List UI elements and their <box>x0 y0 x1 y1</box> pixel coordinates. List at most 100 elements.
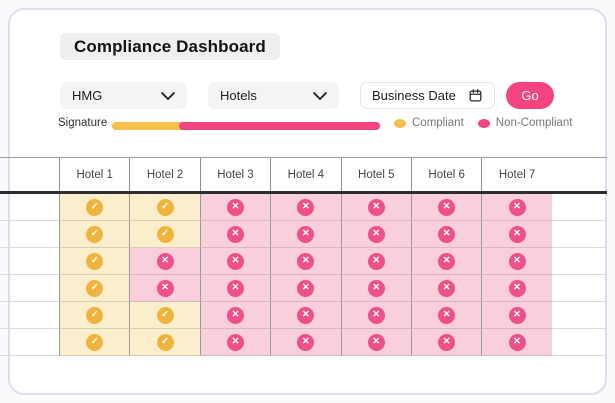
page-title: Compliance Dashboard <box>60 33 280 60</box>
table-row: ✓ ✕ ✕ ✕ ✕ ✕ ✕ <box>0 248 607 275</box>
x-icon: ✕ <box>508 306 526 324</box>
x-icon: ✕ <box>508 252 526 270</box>
x-icon: ✕ <box>438 306 456 324</box>
status-cell: ✕ <box>199 248 271 275</box>
empty-cell <box>0 158 59 191</box>
check-icon: ✓ <box>156 306 174 324</box>
table-row: ✓ ✕ ✕ ✕ ✕ ✕ ✕ <box>0 275 607 302</box>
status-cell: ✓ <box>129 194 200 221</box>
empty-cell <box>0 248 59 275</box>
compliance-table: Hotel 1 Hotel 2 Hotel 3 Hotel 4 Hotel 5 Hotel… <box>0 157 607 356</box>
status-cell: ✕ <box>340 248 411 275</box>
x-icon: ✕ <box>297 225 315 243</box>
status-cell: ✕ <box>410 302 482 329</box>
status-cell: ✕ <box>270 275 341 302</box>
status-cell: ✕ <box>481 221 552 248</box>
column-header: Hotel 3 <box>199 158 270 191</box>
status-cell: ✕ <box>340 221 411 248</box>
empty-cell <box>551 329 607 356</box>
table-row: ✓ ✓ ✕ ✕ ✕ ✕ ✕ <box>0 194 607 221</box>
empty-cell <box>0 302 59 329</box>
x-icon: ✕ <box>226 279 244 297</box>
x-icon: ✕ <box>508 225 526 243</box>
check-icon: ✓ <box>86 198 104 216</box>
check-icon: ✓ <box>86 225 104 243</box>
status-cell: ✕ <box>481 302 552 329</box>
status-cell: ✕ <box>270 248 341 275</box>
check-icon: ✓ <box>156 333 174 351</box>
status-cell: ✓ <box>129 302 200 329</box>
table-header-row: Hotel 1 Hotel 2 Hotel 3 Hotel 4 Hotel 5 Hotel… <box>0 157 607 191</box>
empty-cell <box>551 248 607 275</box>
empty-cell <box>0 329 59 356</box>
check-icon: ✓ <box>156 225 174 243</box>
go-button[interactable]: Go <box>506 82 554 109</box>
table-row: ✓ ✓ ✕ ✕ ✕ ✕ ✕ <box>0 302 607 329</box>
x-icon: ✕ <box>156 279 174 297</box>
column-header: Hotel 5 <box>340 158 411 191</box>
status-cell: ✕ <box>410 248 482 275</box>
status-cell: ✕ <box>481 248 552 275</box>
status-cell: ✕ <box>270 221 341 248</box>
business-date-field[interactable]: Business Date <box>360 82 495 109</box>
x-icon: ✕ <box>226 252 244 270</box>
status-cell: ✕ <box>199 275 271 302</box>
x-icon: ✕ <box>438 252 456 270</box>
status-cell: ✕ <box>270 194 341 221</box>
empty-cell <box>551 194 607 221</box>
table-row: ✓ ✓ ✕ ✕ ✕ ✕ ✕ <box>0 221 607 248</box>
x-icon: ✕ <box>297 198 315 216</box>
group-select[interactable]: HMG <box>60 82 187 109</box>
status-cell: ✕ <box>199 302 271 329</box>
x-icon: ✕ <box>226 198 244 216</box>
x-icon: ✕ <box>226 306 244 324</box>
check-icon: ✓ <box>86 306 104 324</box>
table-body: ✓ ✓ ✕ ✕ ✕ ✕ ✕ ✓ ✓ ✕ ✕ ✕ ✕ ✕ ✓ ✕ ✕ ✕ ✕ ✕ ✕ ✓ ✕ ✕ ✕ ✕ ✕ ✕ ✓ ✓ ✕ ✕ ✕ ✕ ✕ ✓ ✓ ✕ ✕ ✕… <box>0 194 607 356</box>
status-cell: ✓ <box>129 221 200 248</box>
column-header: Hotel 7 <box>481 158 551 191</box>
x-icon: ✕ <box>438 225 456 243</box>
x-icon: ✕ <box>508 198 526 216</box>
status-cell: ✓ <box>129 329 200 356</box>
category-select-value: Hotels <box>220 88 257 103</box>
status-cell: ✓ <box>59 194 130 221</box>
x-icon: ✕ <box>226 333 244 351</box>
status-cell: ✕ <box>481 275 552 302</box>
status-cell: ✕ <box>410 221 482 248</box>
status-cell: ✓ <box>59 329 130 356</box>
status-cell: ✕ <box>481 194 552 221</box>
x-icon: ✕ <box>297 333 315 351</box>
chevron-down-icon <box>313 91 327 100</box>
check-icon: ✓ <box>86 279 104 297</box>
status-cell: ✓ <box>59 221 130 248</box>
status-cell: ✕ <box>129 275 200 302</box>
column-header: Hotel 4 <box>270 158 340 191</box>
x-icon: ✕ <box>438 279 456 297</box>
category-select[interactable]: Hotels <box>208 82 339 109</box>
signature-progress-bar <box>112 122 380 130</box>
status-cell: ✓ <box>59 248 130 275</box>
legend-compliant-label: Compliant <box>412 117 464 129</box>
empty-cell <box>0 194 59 221</box>
status-cell: ✓ <box>59 275 130 302</box>
check-icon: ✓ <box>156 198 174 216</box>
x-icon: ✕ <box>297 252 315 270</box>
x-icon: ✕ <box>367 279 385 297</box>
status-cell: ✕ <box>410 275 482 302</box>
empty-cell <box>552 158 607 191</box>
status-cell: ✕ <box>410 329 482 356</box>
x-icon: ✕ <box>367 225 385 243</box>
check-icon: ✓ <box>86 252 104 270</box>
column-header: Hotel 2 <box>129 158 199 191</box>
x-icon: ✕ <box>367 198 385 216</box>
x-icon: ✕ <box>367 252 385 270</box>
calendar-icon[interactable] <box>468 88 483 103</box>
check-icon: ✓ <box>86 333 104 351</box>
status-cell: ✕ <box>199 221 271 248</box>
signature-label: Signature <box>58 117 108 129</box>
x-icon: ✕ <box>297 306 315 324</box>
x-icon: ✕ <box>508 333 526 351</box>
business-date-label: Business Date <box>372 88 456 103</box>
group-select-value: HMG <box>72 88 103 103</box>
